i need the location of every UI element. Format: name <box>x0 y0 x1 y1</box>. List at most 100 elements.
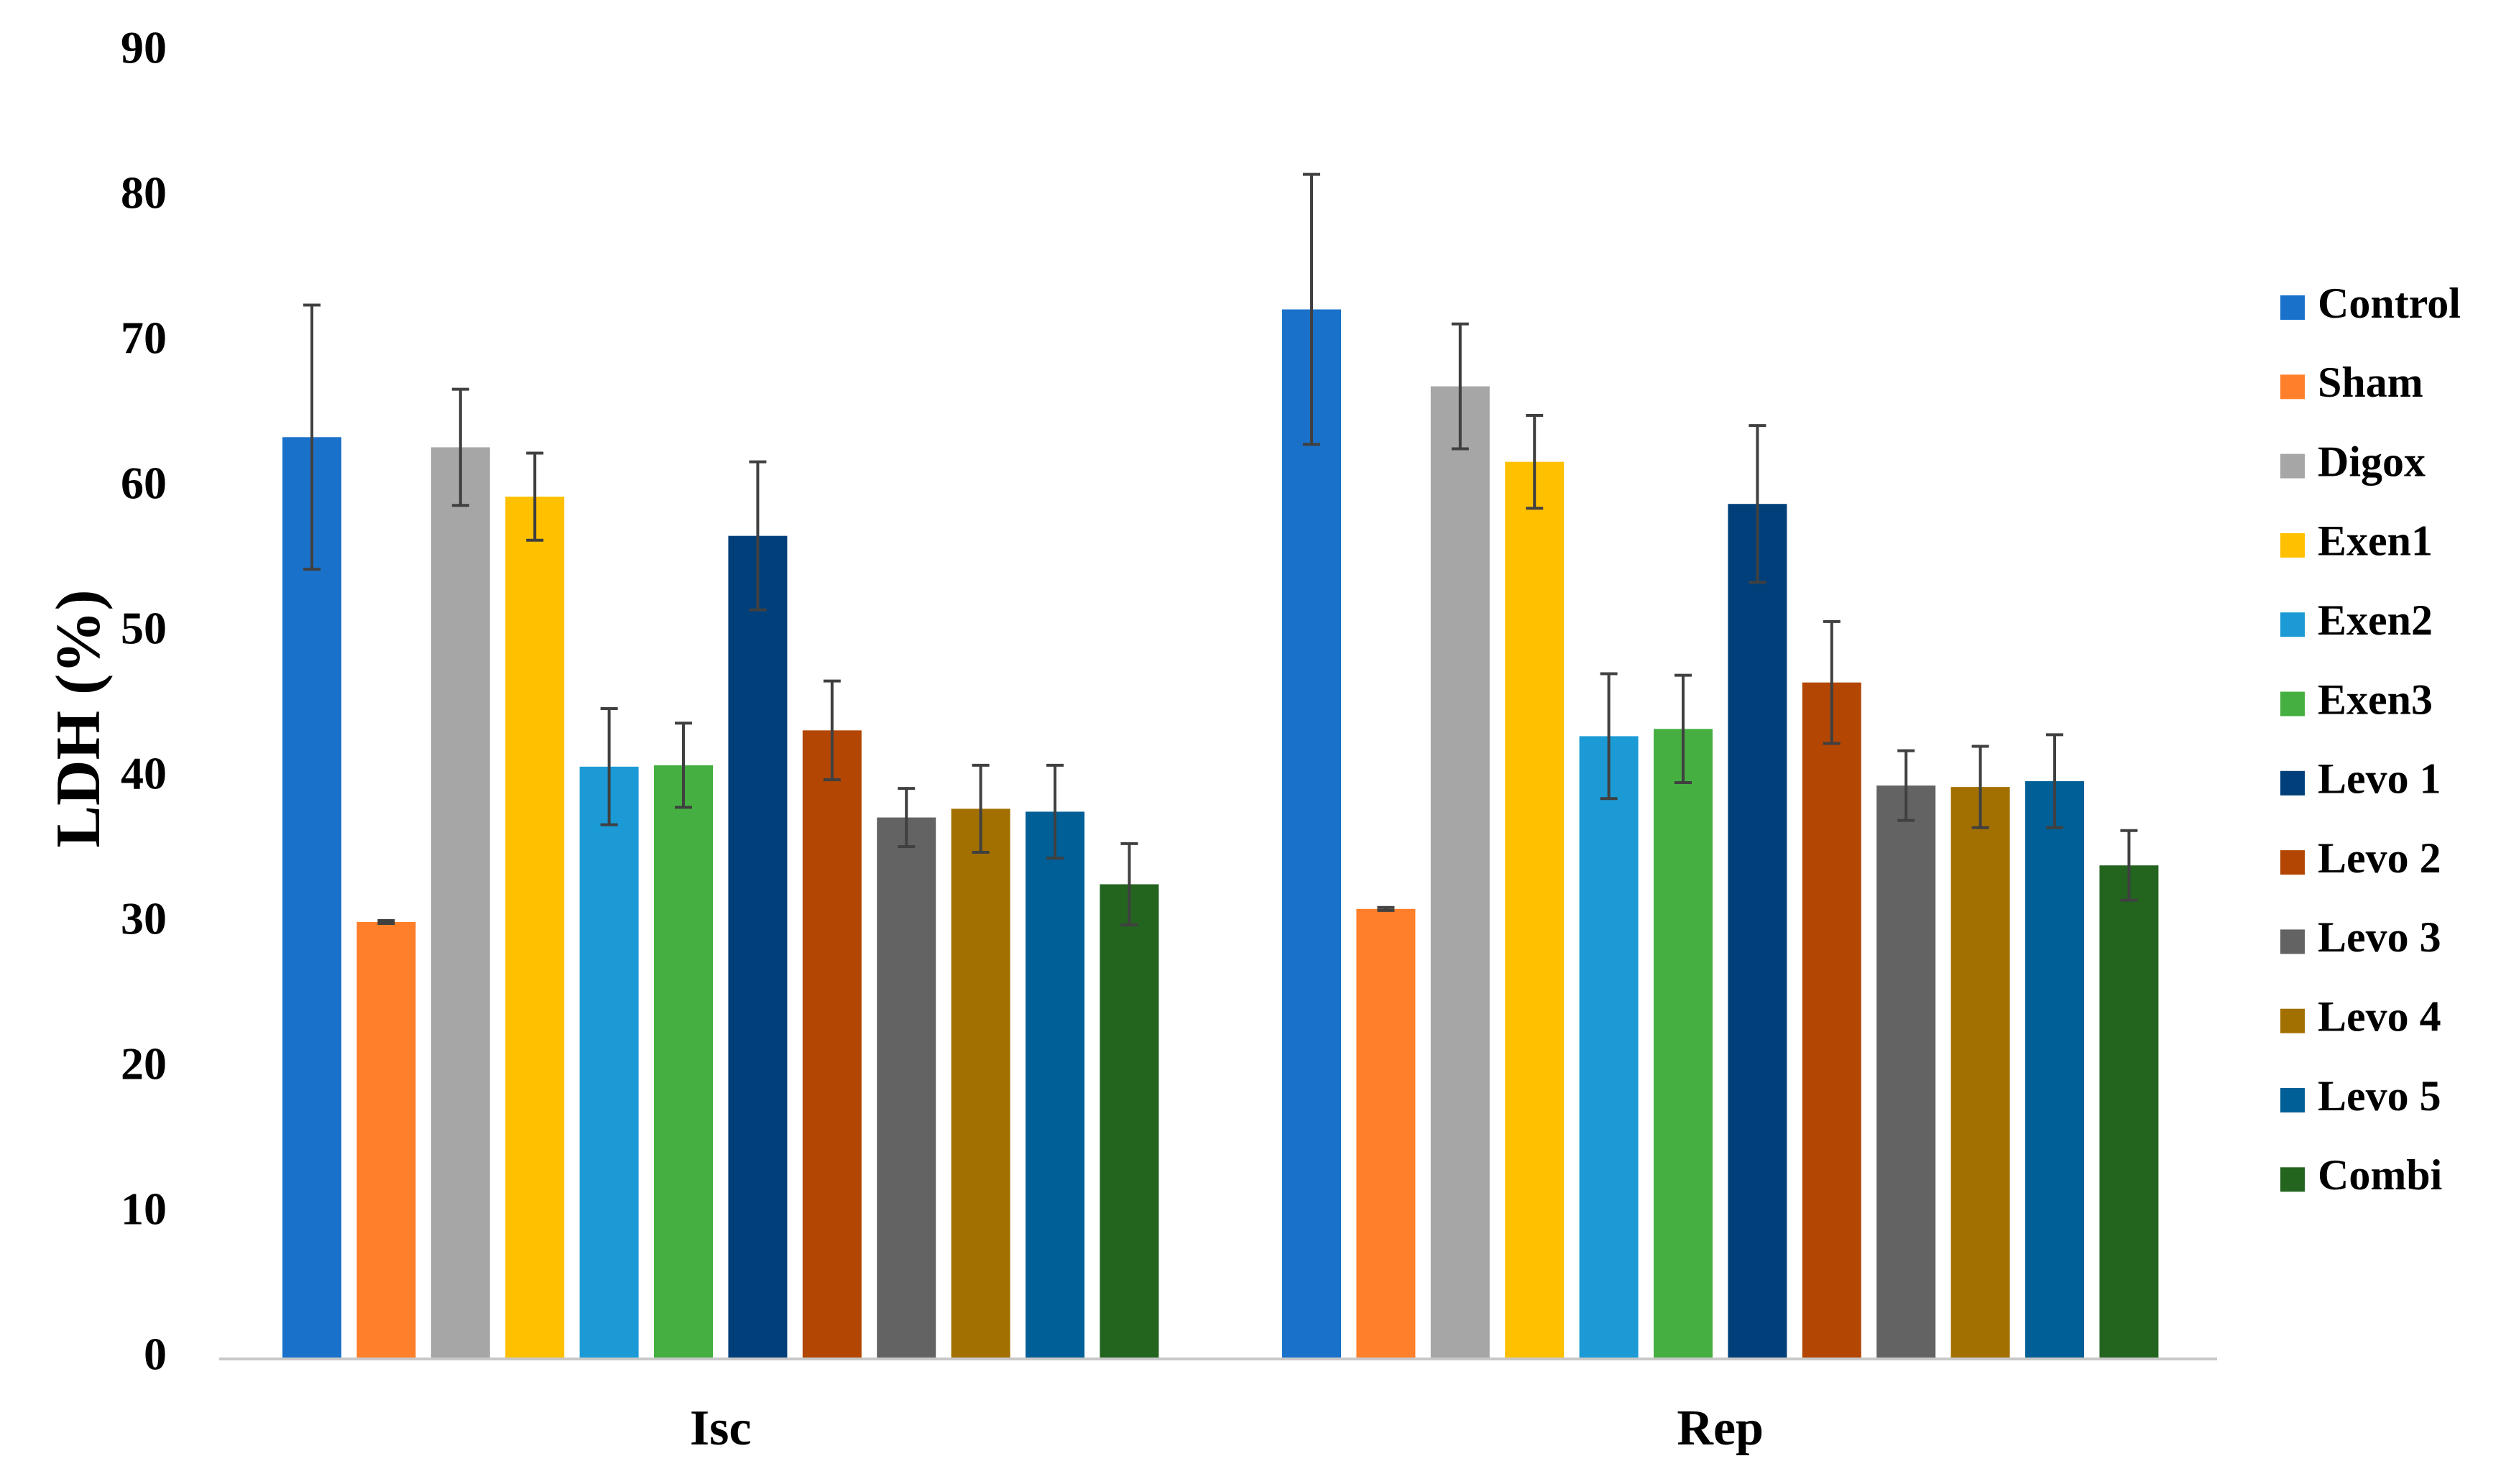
legend-label: Exen3 <box>2318 676 2433 723</box>
bar-exen3-isc <box>654 765 713 1359</box>
bar-exen1-rep <box>1505 461 1565 1359</box>
bar-exen3-rep <box>1654 729 1713 1359</box>
legend: Control Sham Digox Exen1 Exen2 Exen3 Levo 1 Lev… <box>2280 280 2461 1199</box>
error-bar-exen3-rep <box>1674 673 1692 785</box>
error-bar-levo-5-isc <box>1046 763 1064 860</box>
bars-layer <box>282 309 2159 1360</box>
error-bar-combi-isc <box>1120 842 1138 927</box>
legend-label: Levo 2 <box>2318 834 2441 882</box>
error-bar-levo-4-isc <box>972 763 990 854</box>
bar-levo-1-isc <box>728 535 788 1360</box>
error-bar-levo-3-rep <box>1897 749 1915 822</box>
error-bar-levo-5-rep <box>2046 733 2063 829</box>
y-tick-labels: 0 10 20 30 40 50 60 70 80 90 <box>121 22 167 1380</box>
bar-combi-rep <box>2099 865 2159 1359</box>
y-tick-label: 70 <box>121 313 167 364</box>
error-bar-control-rep <box>1303 172 1320 446</box>
bar-levo-2-isc <box>802 730 862 1359</box>
x-category-labels: Isc Rep <box>690 1401 1764 1456</box>
error-bar-exen1-rep <box>1526 414 1544 510</box>
error-bar-digox-rep <box>1451 322 1469 451</box>
legend-item: Levo 4 <box>2280 992 2441 1040</box>
legend-swatch <box>2280 770 2305 796</box>
bar-exen1-isc <box>505 497 565 1359</box>
x-category-label: Rep <box>1677 1401 1764 1456</box>
legend-swatch <box>2280 533 2305 558</box>
bar-exen2-rep <box>1579 736 1639 1359</box>
bar-levo-3-isc <box>877 817 936 1359</box>
error-bar-levo-1-rep <box>1749 424 1766 584</box>
bar-levo-3-rep <box>1876 785 1936 1359</box>
bar-digox-rep <box>1430 386 1490 1359</box>
legend-item: Exen3 <box>2280 676 2433 723</box>
legend-swatch <box>2280 612 2305 637</box>
legend-label: Control <box>2318 280 2461 327</box>
legend-item: Combi <box>2280 1151 2442 1199</box>
y-tick-label: 50 <box>121 603 167 654</box>
y-tick-label: 30 <box>121 893 167 944</box>
bar-sham-rep <box>1356 908 1416 1359</box>
legend-swatch <box>2280 850 2305 875</box>
legend-item: Sham <box>2280 359 2423 406</box>
legend-swatch <box>2280 374 2305 400</box>
legend-label: Exen2 <box>2318 596 2433 644</box>
bar-levo-4-isc <box>951 808 1010 1359</box>
error-bar-levo-3-isc <box>898 787 916 848</box>
legend-label: Digox <box>2318 438 2426 485</box>
bar-combi-isc <box>1100 884 1159 1359</box>
y-tick-label: 10 <box>121 1184 167 1235</box>
error-bar-exen2-isc <box>600 707 618 826</box>
y-tick-label: 60 <box>121 458 167 509</box>
bar-sham-isc <box>356 921 416 1359</box>
bar-control-rep <box>1282 309 1341 1359</box>
legend-label: Levo 1 <box>2318 755 2441 803</box>
y-axis-title: LDH (%) <box>44 589 114 847</box>
error-bars-layer <box>303 172 2138 927</box>
legend-label: Combi <box>2318 1151 2442 1199</box>
legend-swatch <box>2280 691 2305 716</box>
legend-swatch <box>2280 1008 2305 1033</box>
legend-item: Levo 1 <box>2280 755 2441 803</box>
y-tick-label: 40 <box>121 748 167 799</box>
error-bar-sham-rep <box>1377 905 1395 912</box>
bar-levo-5-isc <box>1026 811 1084 1359</box>
legend-label: Exen1 <box>2318 517 2433 565</box>
legend-label: Levo 3 <box>2318 913 2441 961</box>
bar-control-isc <box>282 437 341 1359</box>
y-tick-label: 80 <box>121 167 167 218</box>
legend-swatch <box>2280 295 2305 320</box>
bar-exen2-isc <box>579 766 639 1359</box>
legend-swatch <box>2280 1167 2305 1192</box>
error-bar-control-isc <box>303 303 321 571</box>
bar-levo-4-rep <box>1950 787 2010 1359</box>
y-tick-label: 20 <box>121 1038 167 1089</box>
error-bar-levo-2-rep <box>1823 619 1841 745</box>
error-bar-combi-rep <box>2120 829 2138 902</box>
error-bar-exen1-isc <box>526 451 544 542</box>
legend-item: Control <box>2280 280 2461 327</box>
bar-levo-2-rep <box>1802 682 1861 1359</box>
legend-item: Levo 5 <box>2280 1072 2441 1120</box>
legend-item: Digox <box>2280 438 2426 485</box>
error-bar-exen2-rep <box>1600 672 1618 801</box>
error-bar-levo-1-isc <box>749 460 767 612</box>
error-bar-levo-4-rep <box>1971 745 1989 829</box>
legend-item: Levo 2 <box>2280 834 2441 882</box>
error-bar-sham-isc <box>377 918 395 925</box>
legend-swatch <box>2280 1088 2305 1112</box>
bar-levo-1-rep <box>1728 504 1787 1359</box>
legend-item: Exen1 <box>2280 517 2433 565</box>
error-bar-digox-isc <box>451 387 469 507</box>
bar-digox-isc <box>430 447 490 1360</box>
y-tick-label: 90 <box>121 22 167 73</box>
legend-label: Levo 5 <box>2318 1072 2441 1120</box>
x-category-label: Isc <box>690 1401 752 1456</box>
error-bar-levo-2-isc <box>823 679 841 782</box>
error-bar-exen3-isc <box>675 722 692 809</box>
legend-item: Levo 3 <box>2280 913 2441 961</box>
bar-levo-5-rep <box>2025 781 2084 1359</box>
legend-swatch <box>2280 453 2305 479</box>
legend-swatch <box>2280 929 2305 954</box>
